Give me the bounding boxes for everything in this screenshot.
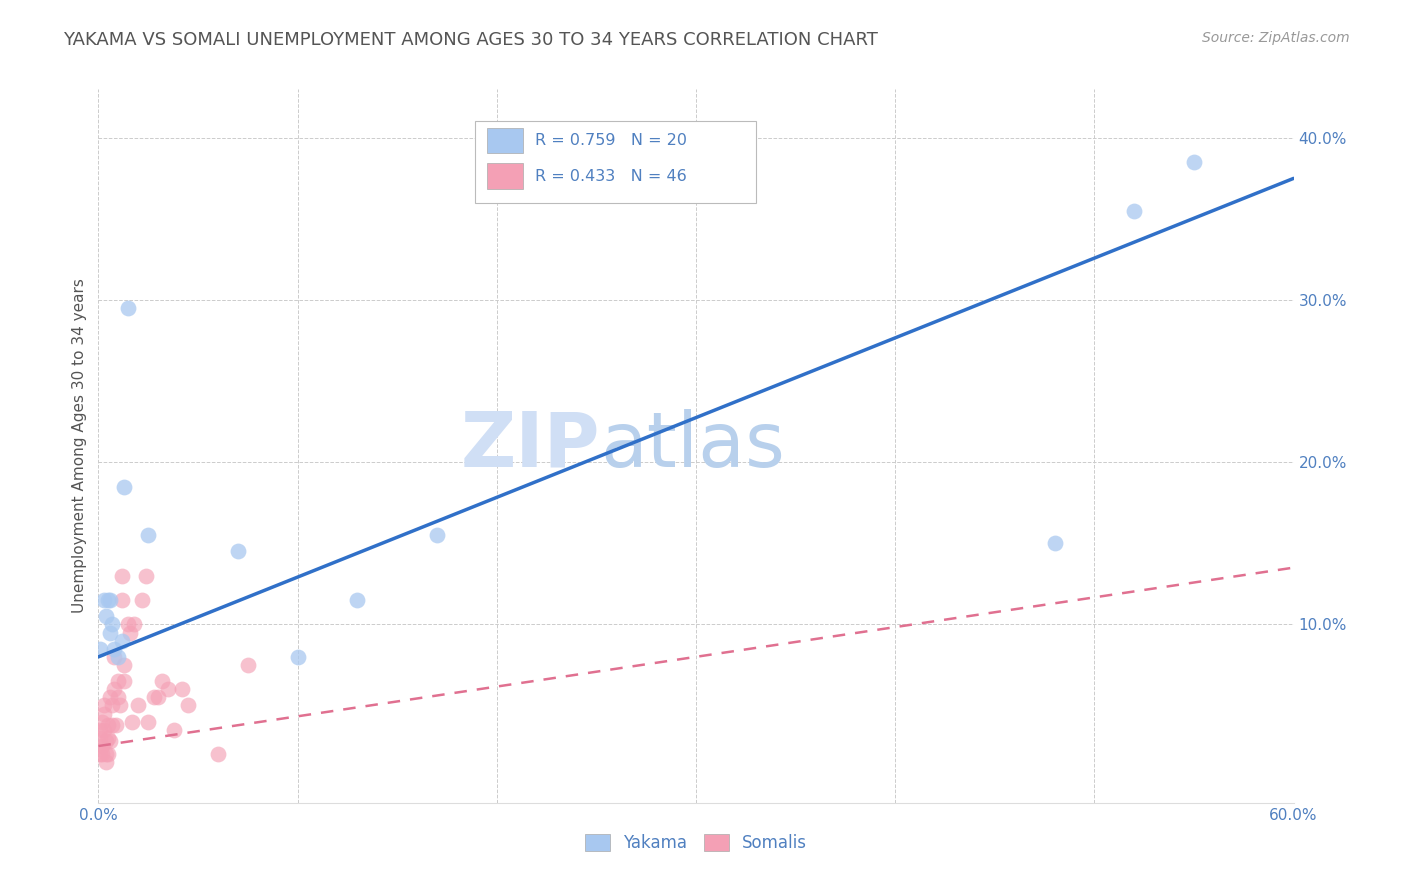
Point: [103, 641, 125, 656]
Point: [136, 714, 159, 729]
Point: [1182, 155, 1205, 169]
Point: [120, 625, 142, 640]
Point: [111, 633, 134, 648]
Y-axis label: Unemployment Among Ages 30 to 34 years: Unemployment Among Ages 30 to 34 years: [72, 278, 87, 614]
Point: [136, 528, 159, 542]
Point: [1123, 203, 1146, 218]
Point: [103, 682, 125, 697]
Text: YAKAMA VS SOMALI UNEMPLOYMENT AMONG AGES 30 TO 34 YEARS CORRELATION CHART: YAKAMA VS SOMALI UNEMPLOYMENT AMONG AGES…: [63, 31, 879, 49]
Point: [143, 690, 166, 705]
Point: [96, 609, 118, 624]
Point: [150, 674, 173, 689]
Point: [93, 593, 115, 607]
Point: [97, 593, 120, 607]
Point: [101, 718, 124, 732]
Point: [110, 698, 132, 713]
Point: [117, 301, 139, 315]
Point: [97, 747, 120, 761]
Point: [89, 731, 111, 745]
Point: [89, 641, 111, 656]
Point: [93, 698, 115, 713]
Point: [107, 674, 129, 689]
Point: [103, 649, 125, 664]
Point: [98, 690, 122, 705]
Point: [112, 479, 135, 493]
Point: [105, 718, 128, 732]
Point: [96, 734, 118, 748]
Point: [98, 734, 122, 748]
Point: [96, 756, 118, 770]
Point: [93, 723, 115, 737]
Point: [107, 690, 129, 705]
Point: [124, 617, 146, 632]
Legend: Yakama, Somalis: Yakama, Somalis: [578, 827, 814, 859]
Point: [91, 714, 114, 729]
FancyBboxPatch shape: [475, 121, 756, 203]
Text: R = 0.433   N = 46: R = 0.433 N = 46: [534, 169, 686, 184]
FancyBboxPatch shape: [486, 128, 523, 153]
Point: [112, 657, 135, 672]
Point: [91, 747, 114, 761]
Point: [226, 544, 249, 558]
Point: [177, 698, 200, 713]
Point: [98, 625, 122, 640]
FancyBboxPatch shape: [486, 163, 523, 189]
Point: [101, 617, 124, 632]
Point: [111, 593, 134, 607]
Point: [111, 568, 134, 582]
Point: [96, 747, 118, 761]
Point: [426, 528, 449, 542]
Point: [89, 723, 111, 737]
Text: ZIP: ZIP: [461, 409, 600, 483]
Text: R = 0.759   N = 20: R = 0.759 N = 20: [534, 133, 686, 148]
Point: [127, 698, 149, 713]
Point: [148, 690, 170, 705]
Point: [93, 706, 115, 721]
Point: [163, 723, 186, 737]
Point: [89, 747, 111, 761]
Point: [97, 731, 120, 745]
Point: [236, 657, 259, 672]
Text: atlas: atlas: [600, 409, 785, 483]
Text: Source: ZipAtlas.com: Source: ZipAtlas.com: [1202, 31, 1350, 45]
Point: [346, 593, 368, 607]
Point: [107, 649, 129, 664]
Point: [98, 593, 122, 607]
Point: [1043, 536, 1066, 550]
Point: [97, 718, 120, 732]
Point: [287, 649, 309, 664]
Point: [91, 739, 114, 753]
Point: [207, 747, 229, 761]
Point: [121, 714, 143, 729]
Point: [157, 682, 180, 697]
Point: [172, 682, 194, 697]
Point: [135, 568, 157, 582]
Point: [117, 617, 139, 632]
Point: [101, 698, 124, 713]
Point: [131, 593, 153, 607]
Point: [112, 674, 135, 689]
